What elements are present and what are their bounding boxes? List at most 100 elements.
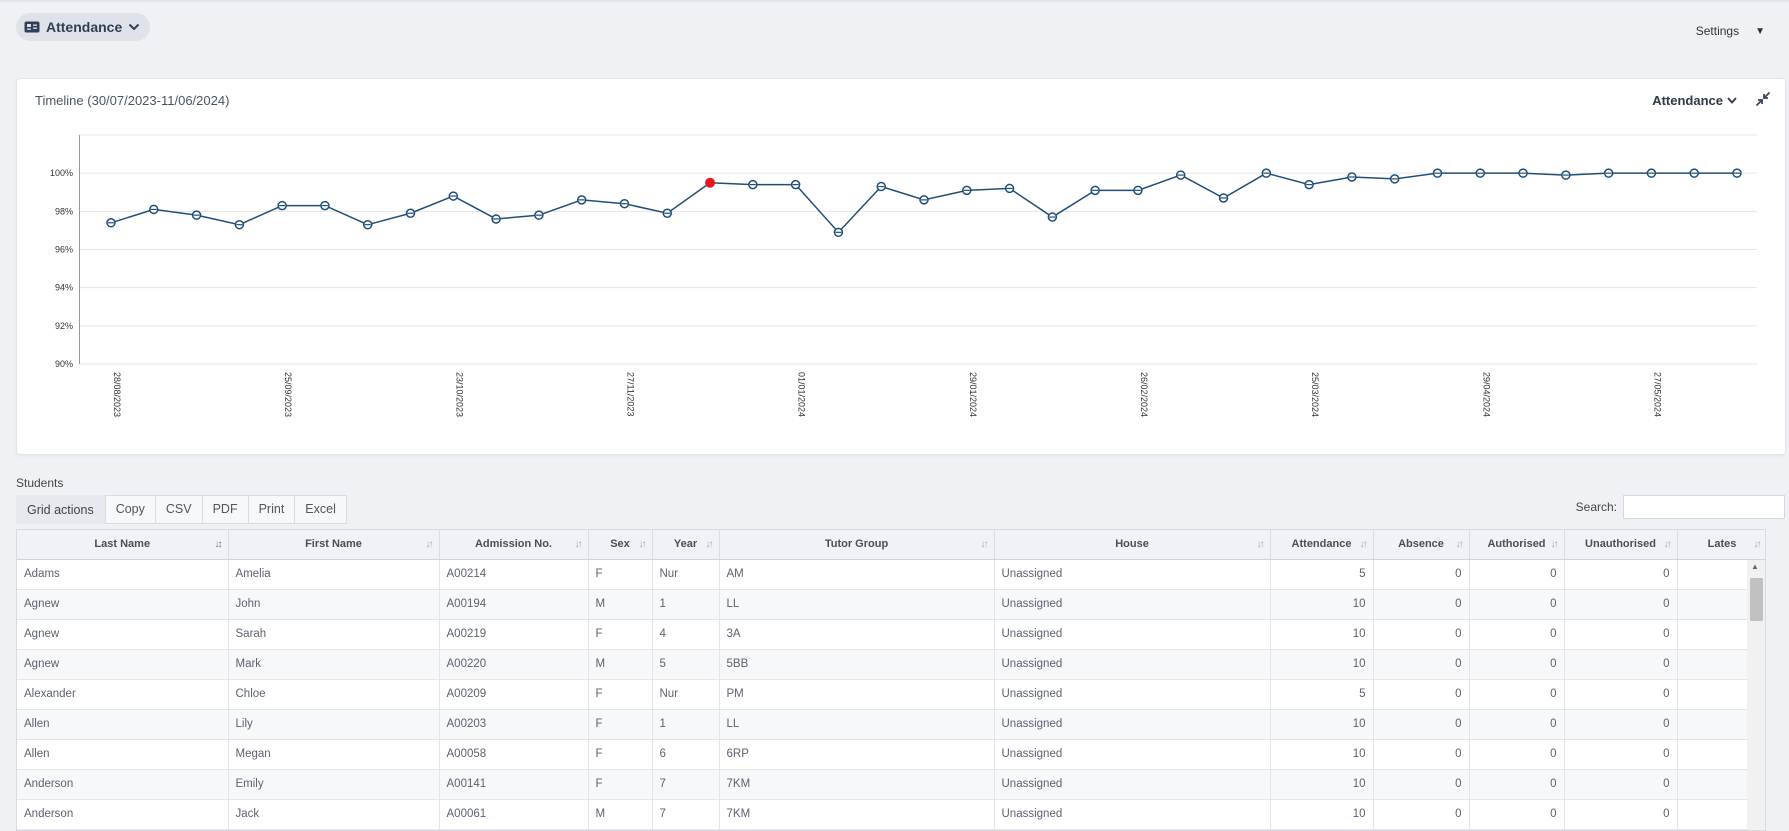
- table-row[interactable]: AgnewJohnA00194M1LLUnassigned100000: [17, 589, 1765, 620]
- grid-toolbar: Grid actions Copy CSV PDF Print Excel: [16, 495, 347, 524]
- chart-metric-selector[interactable]: Attendance: [1652, 93, 1737, 108]
- column-header-tutor-group[interactable]: Tutor Group ↓↑: [719, 530, 995, 560]
- table-cell: Unassigned: [994, 619, 1271, 650]
- grid-scrollbar[interactable]: ▲: [1747, 560, 1765, 830]
- table-cell: 0: [1373, 799, 1470, 830]
- column-header-last-name[interactable]: Last Name ↓↕: [17, 530, 229, 560]
- y-tick-label: 98%: [55, 206, 73, 216]
- table-row[interactable]: AllenLilyA00203F1LLUnassigned100000: [17, 709, 1765, 740]
- chevron-down-icon: [1727, 97, 1737, 104]
- sort-icon: ↓↑: [425, 539, 434, 550]
- chart-title: Timeline (30/07/2023-11/06/2024): [35, 93, 230, 108]
- search-input[interactable]: [1623, 495, 1785, 519]
- table-cell: A00219: [439, 619, 589, 650]
- table-cell: Unassigned: [994, 709, 1271, 740]
- table-cell: F: [588, 709, 653, 740]
- print-button[interactable]: Print: [248, 495, 296, 524]
- table-row[interactable]: AllenMeganA00058F66RPUnassigned100000: [17, 739, 1765, 770]
- table-cell: A00203: [439, 709, 589, 740]
- table-cell: A00141: [439, 769, 589, 800]
- x-tick-label: 01/01/2024: [797, 372, 807, 417]
- table-cell: 0: [1564, 709, 1678, 740]
- table-row[interactable]: AndersonEmilyA00141F77KMUnassigned100000: [17, 769, 1765, 800]
- column-header-authorised[interactable]: Authorised ↓↑: [1469, 530, 1565, 560]
- table-cell: 1: [652, 589, 720, 620]
- table-cell: 10: [1270, 649, 1374, 680]
- column-header-absence[interactable]: Absence ↓↑: [1373, 530, 1470, 560]
- table-cell: Unassigned: [994, 799, 1271, 830]
- x-tick-label: 27/05/2024: [1652, 372, 1662, 417]
- table-row[interactable]: AndersonJackA00061M77KMUnassigned100000: [17, 799, 1765, 830]
- table-cell: 3A: [719, 619, 995, 650]
- sort-icon: ↓↑: [1753, 539, 1762, 550]
- x-tick-label: 29/04/2024: [1481, 372, 1491, 417]
- table-cell: 0: [1469, 769, 1565, 800]
- table-cell: Allen: [17, 709, 229, 740]
- column-header-year[interactable]: Year ↓↑: [652, 530, 720, 560]
- table-cell: F: [588, 679, 653, 710]
- grid-search: Search:: [1576, 495, 1785, 519]
- column-header-lates[interactable]: Lates ↓↑: [1677, 530, 1765, 560]
- csv-button[interactable]: CSV: [155, 495, 203, 524]
- table-cell: 0: [1373, 679, 1470, 710]
- pdf-button[interactable]: PDF: [202, 495, 249, 524]
- table-row[interactable]: AndersonTomA00062M77KMUnassigned100000: [17, 829, 1765, 830]
- table-cell: 5: [1270, 559, 1374, 590]
- table-cell: 0: [1564, 679, 1678, 710]
- module-title: Attendance: [46, 19, 123, 35]
- excel-button[interactable]: Excel: [295, 495, 347, 524]
- x-tick-label: 28/08/2023: [112, 372, 122, 417]
- table-cell: 10: [1270, 589, 1374, 620]
- table-cell: F: [588, 619, 653, 650]
- module-selector[interactable]: Attendance: [16, 13, 151, 41]
- column-header-admission-no[interactable]: Admission No. ↓↑: [439, 530, 589, 560]
- chevron-down-icon: [129, 23, 140, 31]
- students-grid: Last Name ↓↕ First Name ↓↑ Admission No. ↓↑…: [16, 529, 1766, 831]
- table-cell: 0: [1469, 649, 1565, 680]
- table-cell: John: [228, 589, 440, 620]
- table-cell: 0: [1373, 559, 1470, 590]
- x-tick-label: 25/03/2024: [1310, 372, 1320, 417]
- collapse-icon[interactable]: [1753, 89, 1773, 109]
- table-cell: 5: [1270, 679, 1374, 710]
- column-header-sex[interactable]: Sex ↓↑: [588, 530, 653, 560]
- table-cell: Agnew: [17, 649, 229, 680]
- column-header-unauthorised[interactable]: Unauthorised ↓↑: [1564, 530, 1678, 560]
- table-cell: Mark: [228, 649, 440, 680]
- caret-down-icon: ▼: [1755, 25, 1765, 37]
- column-header-house[interactable]: House ↓↑: [994, 530, 1271, 560]
- table-row[interactable]: Alexander Chloe A00209 F Nur PM Unassigned 5 0 0 0…: [17, 679, 1765, 710]
- table-cell: A00058: [439, 739, 589, 770]
- table-row[interactable]: AgnewSarahA00219F43AUnassigned100002: [17, 619, 1765, 650]
- students-table-body: AdamsAmeliaA00214FNurAMUnassigned50000Ag…: [17, 559, 1765, 830]
- y-tick-label: 94%: [55, 283, 73, 293]
- copy-button[interactable]: Copy: [104, 495, 156, 524]
- table-row[interactable]: AdamsAmeliaA00214FNurAMUnassigned50000: [17, 559, 1765, 590]
- table-cell: AM: [719, 559, 995, 590]
- scrollbar-thumb[interactable]: [1750, 578, 1763, 621]
- data-point-highlighted[interactable]: [705, 177, 716, 188]
- settings-label: Settings: [1695, 24, 1740, 38]
- column-header-first-name[interactable]: First Name ↓↑: [228, 530, 440, 560]
- table-cell: Lily: [228, 709, 440, 740]
- table-cell: 5: [652, 649, 720, 680]
- table-cell: Emily: [228, 769, 440, 800]
- y-tick-label: 90%: [55, 359, 73, 369]
- x-tick-label: 25/09/2023: [283, 372, 293, 417]
- table-cell: 10: [1270, 829, 1374, 830]
- sort-icon: ↓↑: [980, 539, 989, 550]
- x-tick-label: 26/02/2024: [1139, 372, 1149, 417]
- sort-icon: ↓↑: [1256, 539, 1265, 550]
- column-header-attendance[interactable]: Attendance ↓↑: [1270, 530, 1374, 560]
- table-cell: 0: [1564, 769, 1678, 800]
- scroll-up-icon[interactable]: ▲: [1751, 562, 1759, 571]
- table-cell: F: [588, 769, 653, 800]
- y-tick-label: 96%: [55, 245, 73, 255]
- table-cell: Unassigned: [994, 649, 1271, 680]
- table-cell: Nur: [652, 559, 720, 590]
- y-tick-label: 100%: [50, 168, 73, 178]
- table-cell: LL: [719, 709, 995, 740]
- table-cell: M: [588, 649, 653, 680]
- table-row[interactable]: AgnewMarkA00220M55BBUnassigned100002: [17, 649, 1765, 680]
- settings-menu[interactable]: Settings ▼: [1696, 24, 1765, 38]
